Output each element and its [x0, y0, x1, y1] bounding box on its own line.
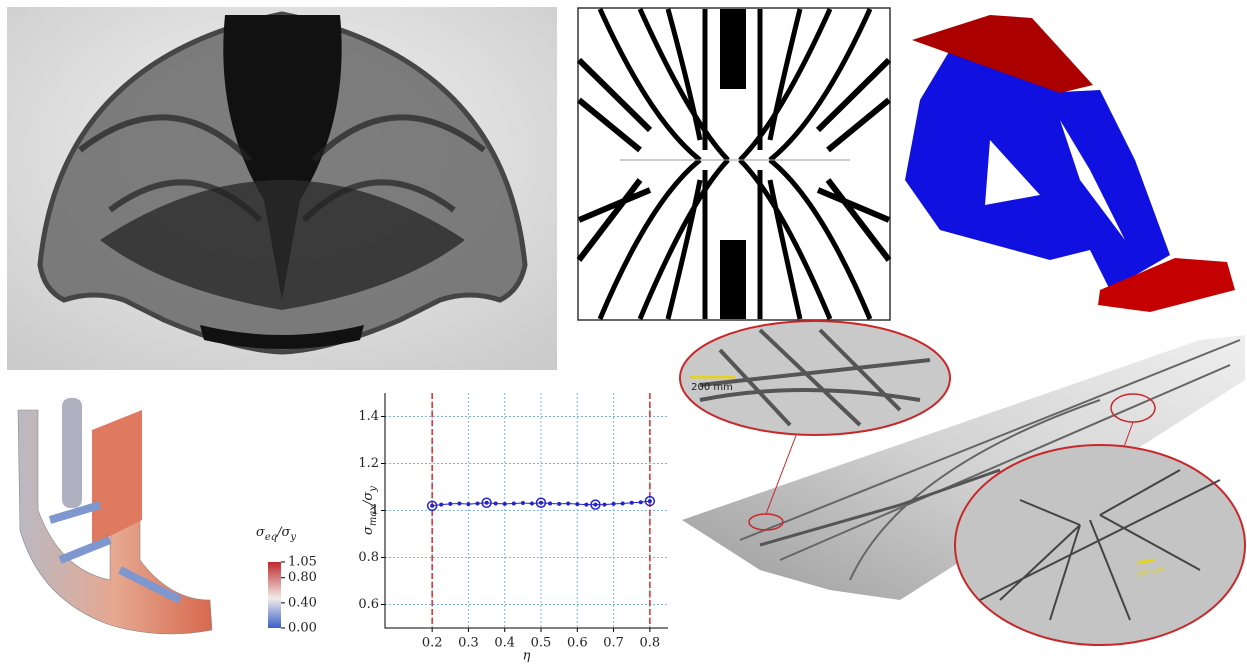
data-point [503, 502, 507, 506]
x-tick-label: 0.4 [494, 636, 515, 651]
data-point [621, 501, 625, 505]
x-axis-label: η [523, 649, 531, 664]
data-point [584, 503, 588, 507]
data-point [566, 501, 570, 505]
y-tick-label: 0.8 [358, 550, 379, 565]
data-point [548, 501, 552, 505]
y-tick-label: 0.6 [358, 597, 379, 612]
x-tick-label: 0.3 [458, 636, 479, 651]
data-point [648, 499, 652, 503]
data-point [575, 502, 579, 506]
x-tick-label: 0.5 [531, 636, 552, 651]
label-part: /σ [361, 491, 376, 507]
colorbar-tick-label: 0.00 [288, 621, 317, 636]
density-render [7, 7, 557, 370]
data-point [476, 501, 480, 505]
data-point [466, 502, 470, 506]
data-point [494, 501, 498, 505]
data-point [557, 502, 561, 506]
scale-bar-label: 200 mm [691, 382, 733, 393]
axis-label: σeq/σy [256, 525, 296, 544]
data-point [539, 501, 543, 505]
structure-render [905, 15, 1235, 312]
colorbar-tick-label: 0.40 [288, 595, 317, 610]
x-tick-label: 0.6 [567, 636, 588, 651]
label-part: y [289, 532, 296, 543]
data-point [485, 501, 489, 505]
data-point [630, 501, 634, 505]
y-tick-label: 1.4 [358, 409, 379, 424]
axis-label: σmax/σy [361, 486, 380, 535]
data-point [530, 501, 534, 505]
label-part: /σ [275, 525, 291, 540]
data-point [448, 502, 452, 506]
branch-pattern [578, 8, 890, 320]
data-point [430, 504, 434, 508]
label-part: max [368, 505, 379, 526]
x-tick-label: 0.7 [603, 636, 624, 651]
data-point [439, 503, 443, 507]
bracket-render [18, 398, 212, 634]
data-point [639, 500, 643, 504]
data-point [612, 502, 616, 506]
data-point [593, 503, 597, 507]
data-point [521, 501, 525, 505]
data-point [457, 501, 461, 505]
data-point [603, 503, 607, 507]
colorbar-tick-label: 1.05 [288, 555, 317, 570]
data-point [512, 501, 516, 505]
x-tick-label: 0.8 [640, 636, 661, 651]
figure: 0.00 0.40 0.801.05 σeq/σy 0.2 0.3 0.4 0.5 0.6 0.… [0, 0, 1247, 666]
label-part: eq [265, 532, 277, 543]
label-part: y [368, 486, 379, 493]
colorbar-gradient [268, 562, 281, 628]
wing-render: 200 mm 200 mm [680, 321, 1245, 645]
x-tick-label: 0.2 [422, 636, 443, 651]
colorbar: 0.00 0.40 0.801.05 σeq/σy [256, 525, 317, 636]
colorbar-tick-label: 0.80 [288, 570, 317, 585]
y-tick-label: 1.2 [358, 456, 379, 471]
